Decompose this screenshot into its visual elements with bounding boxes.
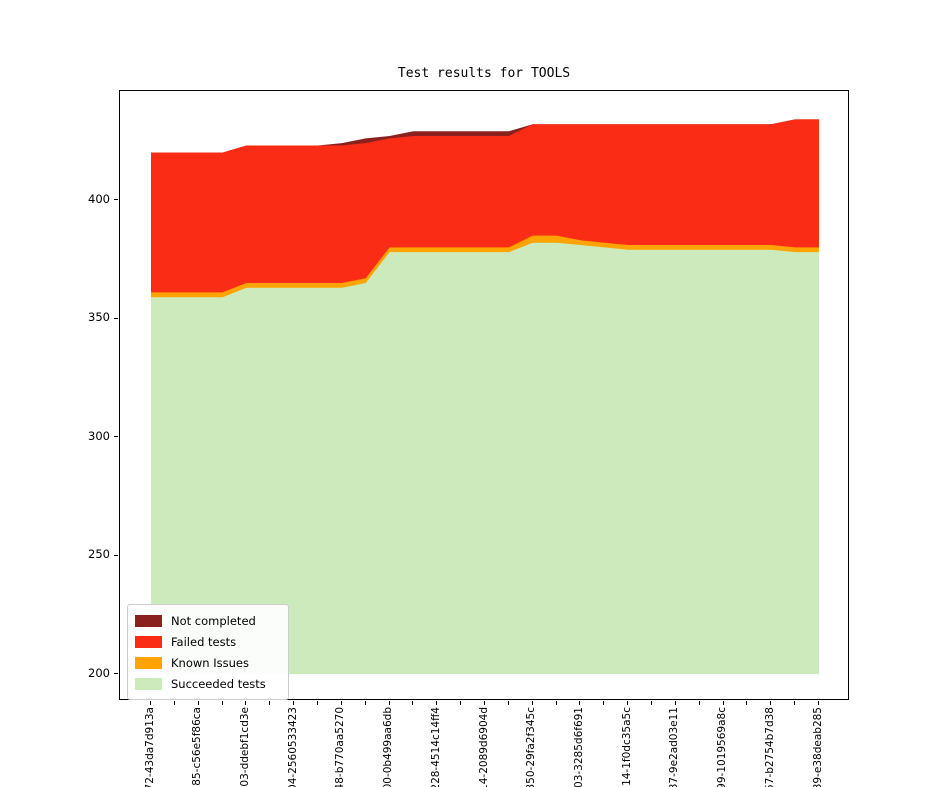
x-tick [698, 701, 700, 705]
x-tick [507, 701, 509, 705]
legend-swatch [135, 635, 162, 648]
area-band-succeeded-tests [151, 242, 819, 674]
y-tick [114, 436, 118, 437]
y-tick [114, 554, 118, 556]
x-tick [197, 701, 199, 705]
x-tick-label: 48-b770aa5270 [334, 707, 347, 787]
y-tick-label: 200 [88, 665, 110, 680]
legend-item: Failed tests [135, 631, 281, 652]
x-tick-label: 14-2089d6904d [477, 707, 490, 787]
x-tick [484, 701, 485, 705]
x-tick [412, 701, 414, 705]
x-tick [770, 701, 772, 705]
legend-item: Not completed [135, 610, 281, 631]
y-tick-label: 350 [88, 310, 110, 324]
x-tick-label: 04-2560533423 [286, 707, 299, 787]
legend: Not completed Failed tests Known Issues Suc… [127, 604, 289, 700]
x-tick [340, 701, 342, 705]
legend-item: Succeeded tests [135, 673, 281, 694]
x-tick-label: 00-0b499aa6db [382, 707, 395, 787]
y-tick-label: 300 [88, 428, 110, 443]
x-tick-label: 03-3285d6f691 [572, 707, 585, 787]
x-tick-label: 14-1f0dc35a5c [620, 707, 633, 786]
legend-swatch [135, 677, 162, 690]
x-tick-label: 72-43da7d913a [143, 707, 156, 787]
x-tick [364, 701, 366, 705]
x-tick [555, 701, 557, 705]
x-tick [388, 701, 390, 705]
legend-label: Failed tests [171, 634, 237, 649]
stacked-area-plot [151, 119, 819, 674]
x-tick [150, 701, 151, 705]
x-tick [293, 701, 295, 705]
legend-swatch [135, 656, 162, 669]
x-tick [627, 701, 629, 705]
x-tick [317, 701, 318, 705]
x-tick [818, 701, 819, 705]
legend-label: Known Issues [171, 655, 249, 670]
x-tick-label: 99-1019569a8c [716, 707, 729, 787]
y-tick-label: 250 [88, 547, 110, 561]
legend-label: Succeeded tests [171, 676, 266, 691]
legend-item: Known Issues [135, 652, 281, 673]
y-tick [114, 199, 118, 200]
x-tick [651, 701, 652, 705]
plot-title: Test results for TOOLS [397, 66, 571, 81]
x-tick [722, 701, 724, 705]
x-tick-label: 228-4514c14ff4 [429, 707, 442, 787]
x-tick-label: 03-ddebf1cd3e [238, 707, 251, 787]
x-tick-label: 37-9e2ad03e11 [668, 707, 681, 787]
y-tick-label: 400 [88, 191, 110, 206]
x-tick-label: 85-c56e5f86ca [191, 707, 204, 786]
x-tick [579, 701, 581, 705]
y-tick [114, 317, 118, 319]
x-tick-label: 39-e38deab285 [811, 707, 824, 787]
x-tick [746, 701, 748, 705]
x-tick [245, 701, 247, 705]
x-tick [794, 701, 796, 705]
x-tick [173, 701, 175, 705]
plot-area [119, 90, 849, 700]
y-tick [114, 673, 118, 674]
x-tick [674, 701, 676, 705]
legend-swatch [135, 614, 162, 627]
x-tick [460, 701, 462, 705]
x-tick-label: 57-b2754b7d38 [763, 707, 776, 787]
x-tick [531, 701, 533, 705]
x-tick [436, 701, 438, 705]
legend-label: Not completed [171, 613, 256, 628]
x-tick-label: 350-29fa2f345c [525, 707, 538, 787]
x-tick [603, 701, 605, 705]
x-tick [221, 701, 223, 705]
x-tick [269, 701, 271, 705]
